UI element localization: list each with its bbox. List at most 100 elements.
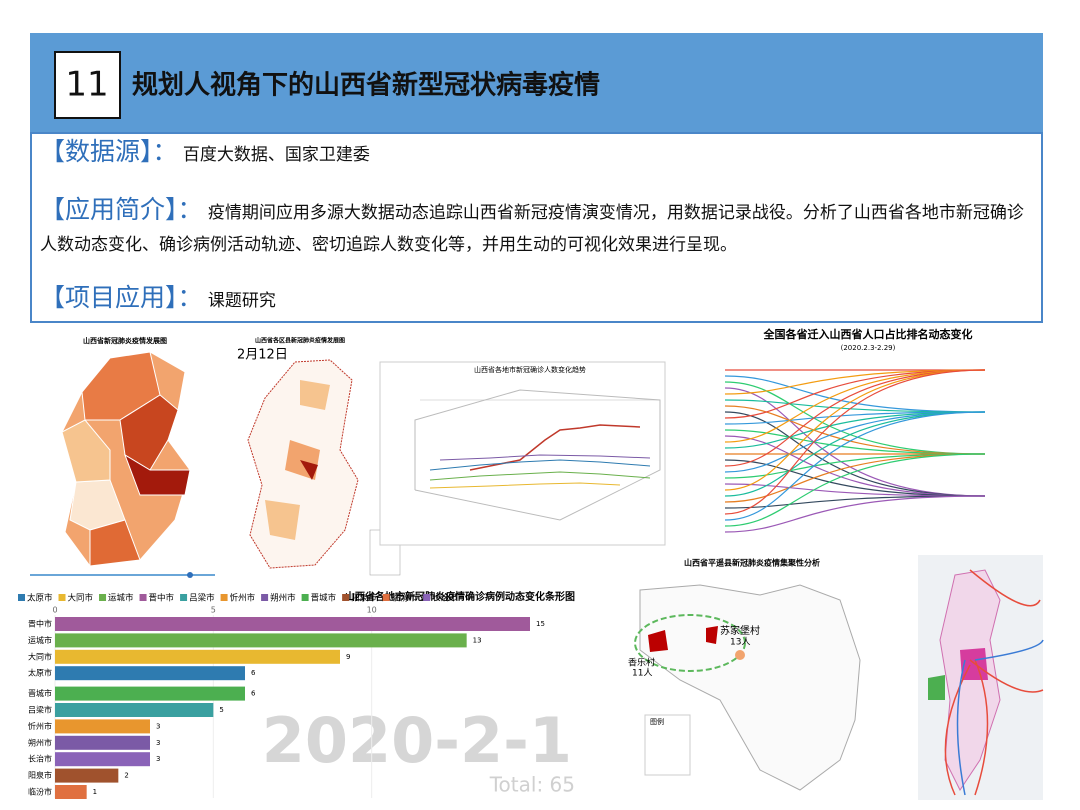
rank-line — [724, 369, 986, 491]
map-shape — [639, 584, 861, 791]
cluster-label: 苏家堡村 — [720, 624, 760, 637]
section: 【数据源】： 百度大数据、国家卫建委 — [40, 136, 1040, 171]
bar — [55, 768, 119, 783]
cluster — [706, 626, 718, 644]
bar — [55, 752, 150, 767]
bar — [55, 719, 150, 734]
category-label: 吕梁市 — [28, 705, 52, 715]
trend-line — [429, 459, 651, 471]
map-region — [124, 453, 191, 496]
date-watermark: 2020-2-1 — [262, 704, 572, 777]
figure-map-2: 山西省各区县新冠肺炎疫情发展图 2月12日 — [237, 337, 401, 576]
cluster-label: 13人 — [730, 637, 750, 648]
legend-label: 大同市 — [68, 593, 94, 604]
rank-line — [724, 453, 986, 527]
rank-line — [724, 411, 986, 497]
rank-lines — [724, 369, 986, 533]
figure-date: 2月12日 — [237, 348, 288, 363]
value-label: 3 — [156, 739, 160, 747]
rank-line — [724, 369, 986, 443]
value-label: 2 — [124, 772, 128, 780]
legend-swatch — [58, 594, 66, 601]
value-label: 1 — [93, 788, 97, 796]
value-label: 9 — [346, 653, 350, 661]
section-label: 【数据源】： — [40, 137, 178, 166]
rank-line — [724, 369, 986, 515]
cluster-label: 11人 — [632, 668, 652, 679]
bar — [55, 666, 245, 681]
bar — [55, 617, 530, 631]
category-label: 大同市 — [28, 651, 52, 661]
bar — [55, 785, 87, 799]
category-label: 忻州市 — [28, 721, 52, 731]
value-label: 15 — [536, 620, 545, 628]
map-region — [89, 519, 141, 567]
figure-pingyao: 山西省平遥县新冠肺炎疫情集聚性分析 苏家堡村 13人 香乐村 11人 图例 — [628, 558, 861, 791]
bar — [55, 735, 150, 750]
legend-label: 朔州市 — [270, 593, 296, 604]
section: 【项目应用】： 课题研究 — [40, 282, 1040, 317]
category-label: 临汾市 — [28, 787, 52, 797]
x-tick-label: 10 — [367, 606, 377, 615]
bar — [55, 649, 340, 664]
category-label: 晋中市 — [28, 619, 52, 629]
cluster-ring — [634, 614, 746, 672]
trend-line — [429, 482, 621, 489]
map-region — [300, 460, 318, 480]
cluster — [648, 630, 668, 652]
figure-rank-chart: 全国各省迁入山西省人口占比排名动态变化 (2020.2.3-2.29) — [724, 327, 986, 533]
legend-title: 图例 — [650, 717, 664, 726]
section-label: 【项目应用】： — [40, 283, 203, 312]
legend-swatch — [261, 594, 269, 601]
flow-line — [944, 569, 1044, 796]
figure-title: 山西省平遥县新冠肺炎疫情集聚性分析 — [684, 558, 820, 568]
cluster — [735, 650, 745, 660]
trend-line — [439, 454, 651, 461]
figure-subtitle: (2020.2.3-2.29) — [841, 344, 896, 352]
map-region — [928, 675, 945, 700]
legend-label: 阳泉市 — [351, 593, 377, 604]
rank-line — [724, 369, 986, 419]
legend-swatch — [423, 594, 431, 601]
flow-line — [956, 639, 1044, 796]
legend-swatch — [139, 594, 147, 601]
section-label: 【应用简介】： — [40, 195, 203, 224]
category-label: 太原市 — [28, 668, 52, 678]
value-label: 5 — [219, 706, 223, 714]
figure-title: 山西省新冠肺炎疫情发展图 — [83, 336, 167, 345]
legend-swatch — [301, 594, 309, 601]
figure-title: 全国各省迁入山西省人口占比排名动态变化 — [763, 327, 973, 341]
value-label: 6 — [251, 690, 256, 698]
x-tick-label: 5 — [211, 606, 216, 615]
trend-line — [469, 424, 641, 471]
figure-title: 山西省各地市新冠确诊人数变化趋势 — [474, 365, 586, 374]
figure-flow-map — [918, 555, 1044, 800]
legend-label: 太原市 — [27, 593, 53, 604]
bar — [55, 633, 467, 648]
total-label: Total: 65 — [489, 773, 575, 797]
map-region — [300, 380, 330, 410]
legend-label: 长治市 — [432, 593, 458, 604]
category-label: 长治市 — [28, 754, 52, 764]
timeline-knob — [187, 572, 193, 578]
rank-line — [724, 369, 986, 395]
figure-frame — [379, 361, 666, 546]
axis-box — [414, 389, 661, 521]
section-number: 11 — [65, 65, 108, 105]
value-label: 3 — [156, 722, 160, 730]
figure-3d-chart: 山西省各地市新冠确诊人数变化趋势 — [379, 361, 666, 546]
legend-label: 吕梁市 — [189, 593, 215, 604]
bar-chart: 山西省各地市新冠肺炎疫情确诊病例动态变化条形图 2020-2-1 Total: … — [18, 590, 575, 799]
rank-line — [724, 453, 986, 503]
legend-swatch — [18, 594, 25, 601]
section-text: 疫情期间应用多源大数据动态追踪山西省新冠疫情演变情况，用数据记录战役。分析了山西… — [40, 203, 1024, 255]
map-region — [265, 500, 300, 540]
bar — [55, 686, 245, 701]
map-legend — [644, 714, 691, 776]
value-label: 13 — [473, 636, 482, 644]
legend-swatch — [220, 594, 228, 601]
section-text: 百度大数据、国家卫建委 — [182, 145, 370, 165]
category-label: 阳泉市 — [28, 770, 52, 780]
legend-label: 晋城市 — [311, 593, 337, 604]
chart-title: 山西省各地市新冠肺炎疫情确诊病例动态变化条形图 — [345, 590, 575, 603]
